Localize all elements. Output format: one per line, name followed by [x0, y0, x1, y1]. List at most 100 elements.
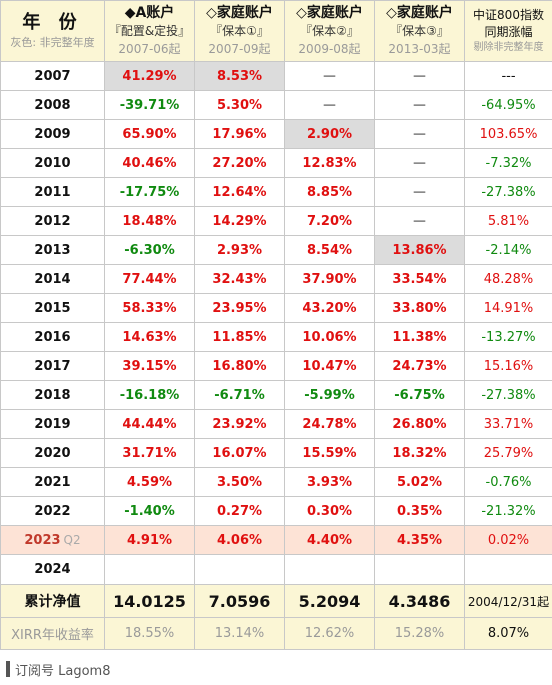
- account-a-header: ◆A账户 『配置&定投』 2007-06起: [104, 0, 195, 62]
- year-cell: 2016: [0, 322, 105, 352]
- table-row: 2008 -39.71% 5.30% — — -64.95%: [0, 90, 552, 120]
- return-cell: 32.43%: [194, 264, 285, 294]
- return-cell: -6.30%: [104, 235, 195, 265]
- column-title: ◇家庭账户: [206, 5, 273, 21]
- xirr-value: 13.14%: [194, 617, 285, 650]
- return-cell: —: [284, 61, 375, 91]
- nav-start-date: 2004/12/31起: [464, 584, 552, 618]
- return-cell: 16.07%: [194, 438, 285, 468]
- year-cell: 2019: [0, 409, 105, 439]
- nav-value: 5.2094: [284, 584, 375, 618]
- column-title: ◆A账户: [124, 5, 175, 21]
- return-cell: 3.50%: [194, 467, 285, 497]
- column-subtitle: 『保本③』: [390, 24, 449, 38]
- return-cell: 0.30%: [284, 496, 375, 526]
- table-row: 2009 65.90% 17.96% 2.90% —103.65%: [0, 119, 552, 149]
- table-row: 2020 31.71% 16.07% 15.59% 18.32% 25.79%: [0, 438, 552, 468]
- nav-label: 累计净值: [0, 584, 105, 618]
- year-cell: 2014: [0, 264, 105, 294]
- index-return-cell: 15.16%: [464, 351, 552, 381]
- return-cell: -1.40%: [104, 496, 195, 526]
- return-cell: 10.06%: [284, 322, 375, 352]
- year-label: 2021: [34, 474, 71, 490]
- table-row: 2012 18.48% 14.29% 7.20% —5.81%: [0, 206, 552, 236]
- column-subtitle: 『保本②』: [300, 24, 359, 38]
- table-row: 2023 Q2 4.91% 4.06% 4.40% 4.35% 0.02%: [0, 525, 552, 555]
- table-row: 2016 14.63% 11.85% 10.06% 11.38% -13.27%: [0, 322, 552, 352]
- return-cell: -6.75%: [374, 380, 465, 410]
- return-cell: 10.47%: [284, 351, 375, 381]
- return-cell: —: [374, 148, 465, 178]
- footer-bar-icon: [6, 661, 10, 677]
- column-subtitle: 『保本①』: [210, 24, 269, 38]
- return-cell: 4.91%: [104, 525, 195, 555]
- index-return-cell: -64.95%: [464, 90, 552, 120]
- nav-value: 4.3486: [374, 584, 465, 618]
- xirr-row: XIRR年收益率 18.55% 13.14% 12.62% 15.28% 8.0…: [0, 617, 552, 650]
- column-title: ◇家庭账户: [296, 5, 363, 21]
- return-cell: —: [284, 90, 375, 120]
- return-cell: 27.20%: [194, 148, 285, 178]
- table-row: 2013 -6.30% 2.93% 8.54% 13.86% -2.14%: [0, 235, 552, 265]
- return-cell: 0.35%: [374, 496, 465, 526]
- xirr-index-value: 8.07%: [464, 617, 552, 650]
- year-cell: 2021: [0, 467, 105, 497]
- year-cell: 2015: [0, 293, 105, 323]
- year-cell: 2017: [0, 351, 105, 381]
- xirr-value: 18.55%: [104, 617, 195, 650]
- column-start-date: 2013-03起: [388, 42, 451, 56]
- return-cell: —: [374, 61, 465, 91]
- column-start-date: 2007-06起: [118, 42, 181, 56]
- return-cell: 4.06%: [194, 525, 285, 555]
- return-cell: 58.33%: [104, 293, 195, 323]
- column-start-date: 2007-09起: [208, 42, 271, 56]
- return-cell: 16.80%: [194, 351, 285, 381]
- return-cell: 33.80%: [374, 293, 465, 323]
- year-label: 2007: [34, 68, 71, 84]
- footer-subscription-text: 订阅号 Lagom8: [15, 664, 111, 679]
- year-cell: 2023 Q2: [0, 525, 105, 555]
- year-cell: 2007: [0, 61, 105, 91]
- year-label: 2022: [34, 503, 71, 519]
- year-cell: 2011: [0, 177, 105, 207]
- return-cell: —: [374, 119, 465, 149]
- return-cell: 77.44%: [104, 264, 195, 294]
- year-cell: 2012: [0, 206, 105, 236]
- return-cell: —: [374, 206, 465, 236]
- index-return-cell: ---: [464, 61, 552, 91]
- return-cell: 23.95%: [194, 293, 285, 323]
- return-cell: [104, 554, 195, 585]
- index-return-cell: -0.76%: [464, 467, 552, 497]
- cumulative-nav-row: 累计净值 14.0125 7.0596 5.2094 4.3486 2004/1…: [0, 584, 552, 618]
- table-row: 2018 -16.18% -6.71% -5.99% -6.75% -27.38%: [0, 380, 552, 410]
- index-title-line1: 中证800指数: [473, 8, 544, 22]
- return-cell: 12.83%: [284, 148, 375, 178]
- table-row: 2021 4.59% 3.50% 3.93% 5.02% -0.76%: [0, 467, 552, 497]
- table-row: 2011 -17.75% 12.64% 8.85% — -27.38%: [0, 177, 552, 207]
- return-cell: 8.53%: [194, 61, 285, 91]
- index-return-cell: 0.02%: [464, 525, 552, 555]
- year-cell: 2022: [0, 496, 105, 526]
- year-cell: 2020: [0, 438, 105, 468]
- footer: 订阅号 Lagom8: [0, 654, 552, 685]
- year-label: 2010: [34, 155, 71, 171]
- year-label: 2016: [34, 329, 71, 345]
- return-cell: 8.54%: [284, 235, 375, 265]
- return-cell: -39.71%: [104, 90, 195, 120]
- family-account-1-header: ◇家庭账户 『保本①』 2007-09起: [194, 0, 285, 62]
- quarter-label: Q2: [63, 532, 81, 547]
- year-label: 2024: [34, 562, 71, 577]
- table-row: 2014 77.44% 32.43% 37.90% 33.54% 48.28%: [0, 264, 552, 294]
- return-cell: 0.27%: [194, 496, 285, 526]
- return-cell: —: [374, 177, 465, 207]
- index-return-cell: -27.38%: [464, 380, 552, 410]
- year-label: 2019: [34, 416, 71, 432]
- year-label: 2013: [34, 242, 71, 258]
- year-label: 2014: [34, 271, 71, 287]
- index-return-cell: -13.27%: [464, 322, 552, 352]
- return-cell: [374, 554, 465, 585]
- return-cell: [194, 554, 285, 585]
- year-label: 2008: [34, 97, 71, 113]
- return-cell: 11.38%: [374, 322, 465, 352]
- xirr-value: 12.62%: [284, 617, 375, 650]
